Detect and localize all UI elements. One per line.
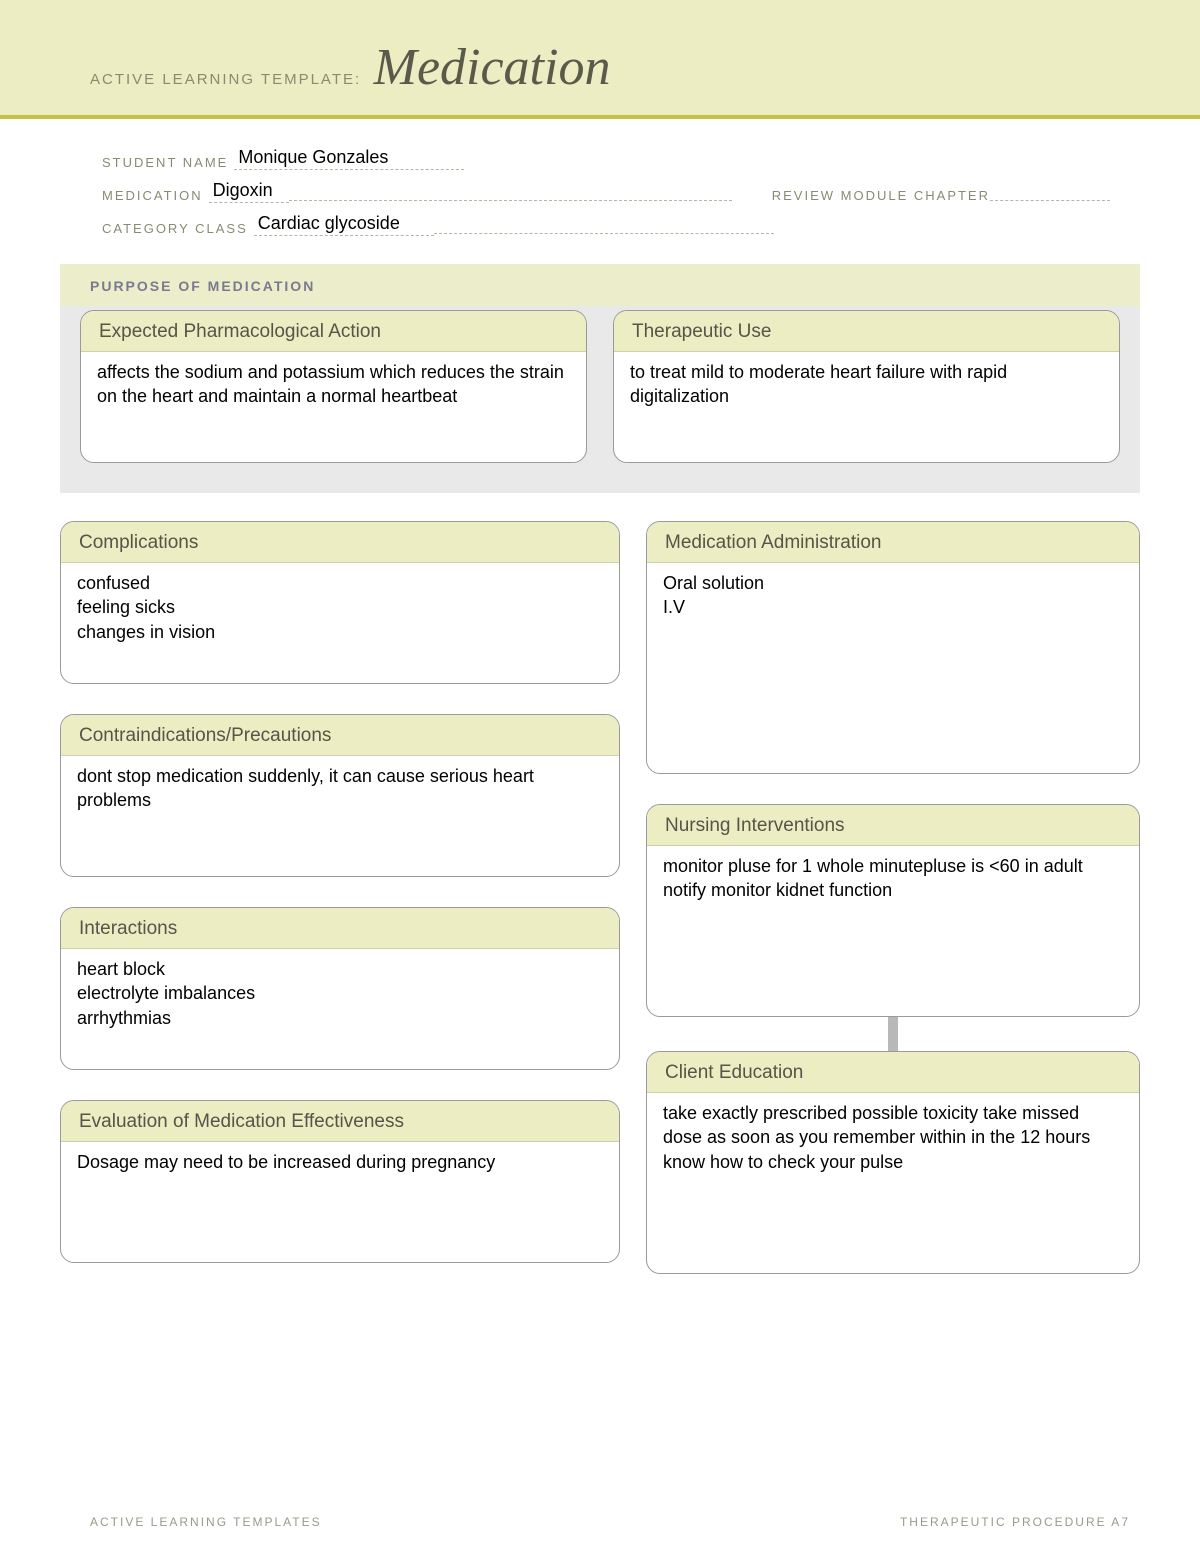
expected-action-box: Expected Pharmacological Action affects …	[80, 310, 587, 463]
nursing-title: Nursing Interventions	[647, 805, 1139, 846]
category-value: Cardiac glycoside	[254, 213, 434, 236]
client-education-box: Client Education take exactly prescribed…	[646, 1051, 1140, 1274]
administration-box: Medication Administration Oral solutionI…	[646, 521, 1140, 774]
footer-right: THERAPEUTIC PROCEDURE A7	[900, 1515, 1130, 1529]
field-line	[434, 233, 774, 234]
medication-label: MEDICATION	[102, 188, 203, 203]
purpose-section-header: PURPOSE OF MEDICATION	[60, 264, 1140, 306]
student-name-value: Monique Gonzales	[234, 147, 464, 170]
spacer	[646, 774, 1140, 804]
footer: ACTIVE LEARNING TEMPLATES THERAPEUTIC PR…	[90, 1515, 1130, 1529]
medication-value: Digoxin	[209, 180, 289, 203]
nursing-body: monitor pluse for 1 whole minutepluse is…	[647, 846, 1139, 1016]
student-name-row: STUDENT NAME Monique Gonzales	[102, 147, 1110, 170]
contraindications-box: Contraindications/Precautions dont stop …	[60, 714, 620, 877]
medication-row: MEDICATION Digoxin REVIEW MODULE CHAPTER	[102, 180, 1110, 203]
purpose-label: PURPOSE OF MEDICATION	[90, 278, 315, 294]
expected-action-body: affects the sodium and potassium which r…	[81, 352, 586, 462]
right-column: Medication Administration Oral solutionI…	[646, 521, 1140, 1274]
field-line	[990, 200, 1110, 201]
purpose-boxes: Expected Pharmacological Action affects …	[60, 306, 1140, 493]
interactions-body: heart blockelectrolyte imbalancesarrhyth…	[61, 949, 619, 1069]
administration-body: Oral solutionI.V	[647, 563, 1139, 773]
client-education-body: take exactly prescribed possible toxicit…	[647, 1093, 1139, 1273]
therapeutic-use-title: Therapeutic Use	[614, 311, 1119, 352]
interactions-box: Interactions heart blockelectrolyte imba…	[60, 907, 620, 1070]
field-line	[289, 200, 732, 201]
complications-title: Complications	[61, 522, 619, 563]
form-fields: STUDENT NAME Monique Gonzales MEDICATION…	[0, 119, 1200, 264]
therapeutic-use-box: Therapeutic Use to treat mild to moderat…	[613, 310, 1120, 463]
nursing-box: Nursing Interventions monitor pluse for …	[646, 804, 1140, 1017]
contraindications-title: Contraindications/Precautions	[61, 715, 619, 756]
expected-action-title: Expected Pharmacological Action	[81, 311, 586, 352]
interactions-title: Interactions	[61, 908, 619, 949]
evaluation-box: Evaluation of Medication Effectiveness D…	[60, 1100, 620, 1263]
connector-line	[888, 1017, 898, 1051]
student-name-label: STUDENT NAME	[102, 155, 228, 170]
template-label: ACTIVE LEARNING TEMPLATE:	[90, 71, 361, 88]
page: ACTIVE LEARNING TEMPLATE: Medication STU…	[0, 0, 1200, 1553]
template-title: Medication	[374, 39, 611, 96]
category-label: CATEGORY CLASS	[102, 221, 248, 236]
review-label: REVIEW MODULE CHAPTER	[772, 188, 990, 203]
header-band: ACTIVE LEARNING TEMPLATE: Medication	[0, 0, 1200, 119]
administration-title: Medication Administration	[647, 522, 1139, 563]
category-row: CATEGORY CLASS Cardiac glycoside	[102, 213, 1110, 236]
left-column: Complications confusedfeeling sickschang…	[60, 521, 620, 1274]
contraindications-body: dont stop medication suddenly, it can ca…	[61, 756, 619, 876]
therapeutic-use-body: to treat mild to moderate heart failure …	[614, 352, 1119, 462]
footer-left: ACTIVE LEARNING TEMPLATES	[90, 1515, 322, 1529]
complications-box: Complications confusedfeeling sickschang…	[60, 521, 620, 684]
content-area: Complications confusedfeeling sickschang…	[60, 521, 1140, 1274]
complications-body: confusedfeeling sickschanges in vision	[61, 563, 619, 683]
evaluation-body: Dosage may need to be increased during p…	[61, 1142, 619, 1262]
evaluation-title: Evaluation of Medication Effectiveness	[61, 1101, 619, 1142]
client-education-title: Client Education	[647, 1052, 1139, 1093]
